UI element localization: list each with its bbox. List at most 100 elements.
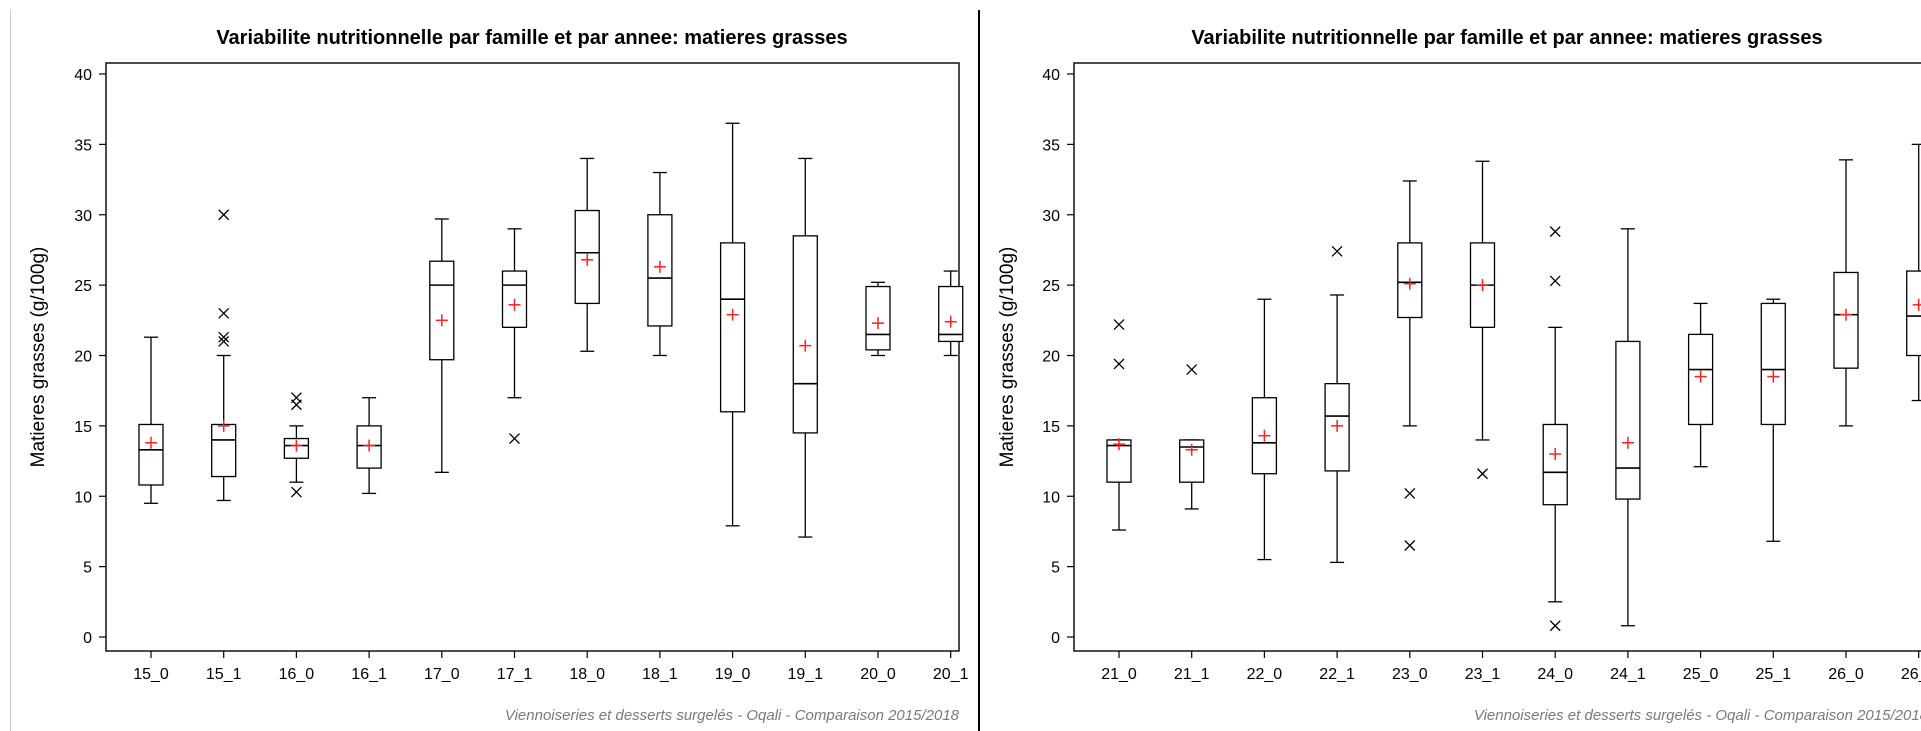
x-tick-label: 26_0 <box>1828 666 1864 683</box>
y-tick-label: 25 <box>74 278 92 295</box>
chart-footnote: Viennoiseries et desserts surgelés - Oqa… <box>1474 707 1921 724</box>
box-16_1 <box>356 397 382 495</box>
chart-title: Variabilite nutritionnelle par famille e… <box>1191 27 1822 49</box>
box-iqr <box>211 423 237 478</box>
box-21_1 <box>1179 364 1205 510</box>
x-axis: 15_0 15_1 16_0 16_1 17_0 17_1 18_0 18_1 19_0 19_1… <box>133 651 969 683</box>
box-iqr <box>1542 423 1568 506</box>
y-tick-label: 40 <box>74 67 92 84</box>
y-tick-label: 5 <box>83 560 92 577</box>
x-tick-label: 20_1 <box>933 666 969 683</box>
x-tick-label: 18_0 <box>569 666 605 683</box>
y-tick-label: 25 <box>1042 278 1060 295</box>
box-15_0 <box>138 336 164 504</box>
box-24_0 <box>1542 226 1568 632</box>
box-20_0 <box>865 281 891 357</box>
box-16_0 <box>283 392 310 498</box>
boxplot-chart-left: Variabilite nutritionnelle par famille e… <box>28 27 969 724</box>
y-tick-label: 15 <box>1042 419 1060 436</box>
x-tick-label: 23_1 <box>1465 666 1501 683</box>
x-tick-label: 16_1 <box>351 666 387 683</box>
chart-panel-left: Variabilite nutritionnelle par famille e… <box>10 10 977 731</box>
y-tick-label: 10 <box>1042 489 1060 506</box>
chart-title: Variabilite nutritionnelle par famille e… <box>216 27 847 49</box>
x-tick-label: 23_0 <box>1392 666 1428 683</box>
x-tick-label: 17_1 <box>497 666 533 683</box>
x-tick-label: 24_0 <box>1537 666 1573 683</box>
y-axis-label: Matieres grasses (g/100g) <box>28 247 49 468</box>
box-22_0 <box>1251 298 1278 561</box>
x-tick-label: 25_1 <box>1756 666 1792 683</box>
outlier-marker <box>1477 468 1488 480</box>
box-18_0 <box>574 157 600 352</box>
box-18_1 <box>647 171 673 357</box>
outlier-marker <box>1113 358 1125 370</box>
box-iqr <box>1906 270 1921 357</box>
x-tick-label: 22_0 <box>1247 666 1283 683</box>
box-20_1 <box>938 270 964 357</box>
box-iqr <box>138 423 164 486</box>
outlier-marker <box>1113 319 1125 330</box>
box-iqr <box>938 285 964 343</box>
outlier-marker <box>1186 364 1198 376</box>
x-tick-label: 19_0 <box>715 666 751 683</box>
outlier-marker <box>218 307 230 319</box>
y-axis-label: Matieres grasses (g/100g) <box>997 247 1018 468</box>
y-tick-label: 30 <box>1042 208 1060 225</box>
x-tick-label: 25_0 <box>1683 666 1719 683</box>
box-23_1 <box>1469 160 1496 480</box>
boxplot-chart-right: Variabilite nutritionnelle par famille e… <box>997 27 1921 724</box>
outlier-marker <box>1549 275 1561 287</box>
outlier-marker <box>1331 245 1343 257</box>
outlier-marker <box>1404 487 1416 499</box>
outlier-marker <box>1404 540 1416 551</box>
outlier-marker <box>218 209 230 221</box>
box-19_1 <box>792 157 818 538</box>
box-iqr <box>719 242 746 413</box>
y-tick-label: 35 <box>1042 137 1060 154</box>
box-19_0 <box>719 122 746 527</box>
outlier-marker <box>218 335 230 347</box>
x-tick-label: 22_1 <box>1319 666 1355 683</box>
box-17_0 <box>429 218 455 473</box>
y-tick-label: 0 <box>1051 630 1060 647</box>
x-tick-label: 21_0 <box>1101 666 1137 683</box>
box-iqr <box>1760 302 1786 426</box>
plot-frame <box>105 62 960 652</box>
box-iqr <box>1251 397 1278 475</box>
outlier-marker <box>1549 620 1561 632</box>
y-tick-label: 40 <box>1042 67 1060 84</box>
y-tick-label: 0 <box>83 630 92 647</box>
box-26_0 <box>1833 159 1859 427</box>
box-26_1 <box>1906 143 1921 402</box>
box-24_1 <box>1615 228 1641 627</box>
y-tick-label: 15 <box>74 419 92 436</box>
box-iqr <box>429 260 455 361</box>
outlier-marker <box>218 331 230 343</box>
x-tick-label: 17_0 <box>424 666 460 683</box>
outlier-marker <box>509 433 520 445</box>
y-tick-label: 5 <box>1051 560 1060 577</box>
plot-frame <box>1073 62 1921 652</box>
y-tick-label: 20 <box>74 349 92 366</box>
box-15_1 <box>211 209 237 502</box>
x-tick-label: 19_1 <box>788 666 824 683</box>
box-25_1 <box>1760 298 1786 542</box>
x-tick-label: 18_1 <box>642 666 678 683</box>
y-axis: 0 5 10 15 20 25 30 35 40 <box>74 67 106 647</box>
x-tick-label: 15_1 <box>206 666 242 683</box>
chart-footnote: Viennoiseries et desserts surgelés - Oqa… <box>505 707 960 724</box>
y-tick-label: 20 <box>1042 349 1060 366</box>
x-tick-label: 15_0 <box>133 666 169 683</box>
outlier-marker <box>1549 226 1561 238</box>
outlier-marker <box>290 399 302 411</box>
box-iqr <box>1615 340 1641 500</box>
x-tick-label: 26_1 <box>1901 666 1921 683</box>
box-23_0 <box>1397 180 1423 551</box>
box-25_0 <box>1687 302 1714 468</box>
x-tick-label: 24_1 <box>1610 666 1646 683</box>
box-21_0 <box>1106 319 1132 531</box>
x-tick-label: 20_0 <box>860 666 896 683</box>
y-tick-label: 30 <box>74 208 92 225</box>
